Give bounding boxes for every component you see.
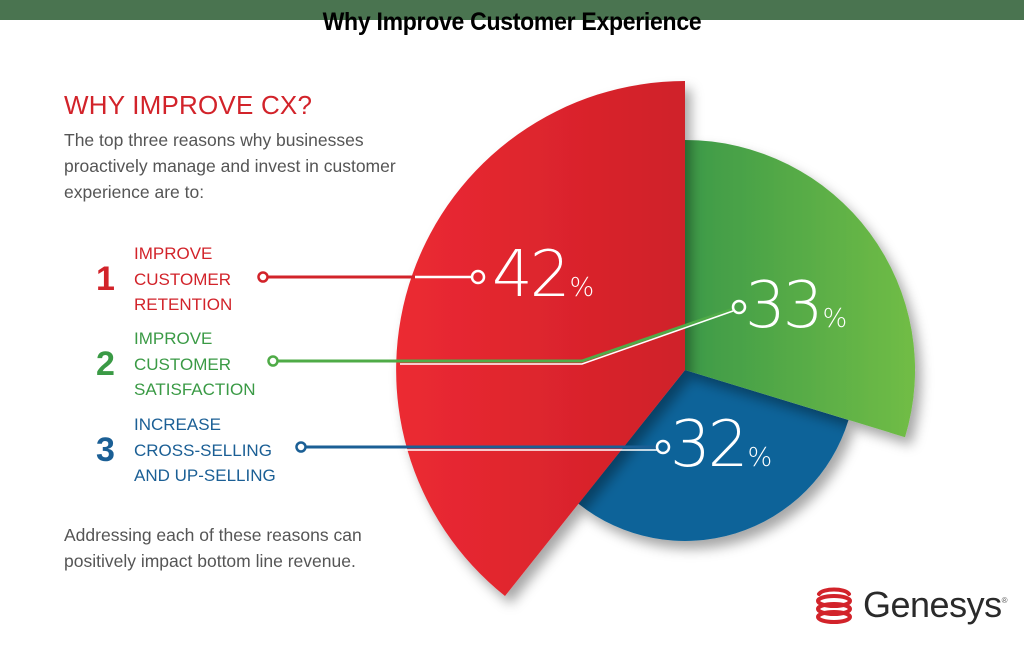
legend-number: 3 <box>96 431 115 470</box>
header-band <box>0 0 1024 20</box>
slice-retention <box>396 81 685 596</box>
legend-label: IMPROVE CUSTOMER RETENTION <box>134 244 233 314</box>
slice-satisfaction <box>685 140 916 438</box>
slice-cross-selling <box>578 370 849 541</box>
legend-number: 2 <box>96 345 115 384</box>
value-label-satisfaction: 33% <box>745 269 848 343</box>
genesys-swirl-icon <box>816 587 852 624</box>
genesys-logo: Genesys ® <box>813 584 1007 626</box>
leader-line-retention <box>257 269 486 285</box>
legend-item-retention: 1 IMPROVE CUSTOMER RETENTION <box>96 241 232 318</box>
section-heading: WHY IMPROVE CX? <box>64 90 313 120</box>
legend-item-satisfaction: 2 IMPROVE CUSTOMER SATISFACTION <box>96 326 256 403</box>
legend-label: IMPROVE CUSTOMER SATISFACTION <box>134 329 256 399</box>
intro-text: The top three reasons why businesses pro… <box>64 130 396 202</box>
value-label-cross-selling: 32% <box>670 408 773 482</box>
outro-text: Addressing each of these reasons can pos… <box>64 525 362 571</box>
leader-line-satisfaction <box>267 299 747 367</box>
page-title: Why Improve Customer Experience <box>322 8 702 36</box>
leader-line-cross-selling <box>295 439 671 455</box>
legend-number: 1 <box>96 260 115 299</box>
legend-item-cross-selling: 3 INCREASE CROSS-SELLING AND UP-SELLING <box>96 412 276 489</box>
value-label-retention: 42% <box>492 238 595 312</box>
legend-label: INCREASE CROSS-SELLING AND UP-SELLING <box>134 415 276 485</box>
